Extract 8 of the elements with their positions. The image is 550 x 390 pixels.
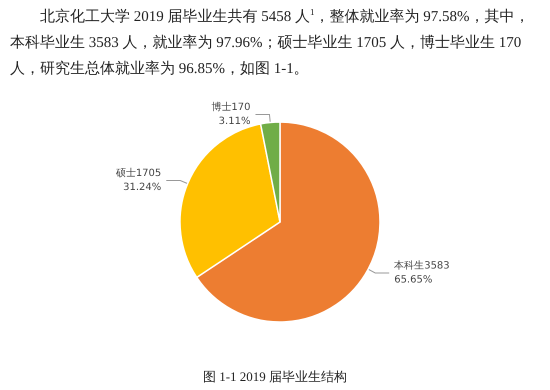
slice-label: 博士170 (211, 101, 250, 114)
data-label: 31.24% (123, 182, 162, 194)
data-label: 65.65% (394, 274, 432, 286)
text: 北京化工大学 2019 届毕业生共有 5458 人$^{1}$，整体就业率为 97.58%，其中，本科毕业生 3583 人，就业率为 97.96%；硕士毕业生 1705 人，博士毕业生 170 人，研究生总体就业率为 96.85%，如图 1-1。 (10, 6, 530, 79)
data-label: 3.11% (218, 116, 250, 128)
slice-label: 硕士1705 (114, 167, 162, 180)
text: 图 1-1 2019 届毕业生结构 (202, 369, 348, 384)
slice-label: 本科生3583 (394, 259, 450, 272)
